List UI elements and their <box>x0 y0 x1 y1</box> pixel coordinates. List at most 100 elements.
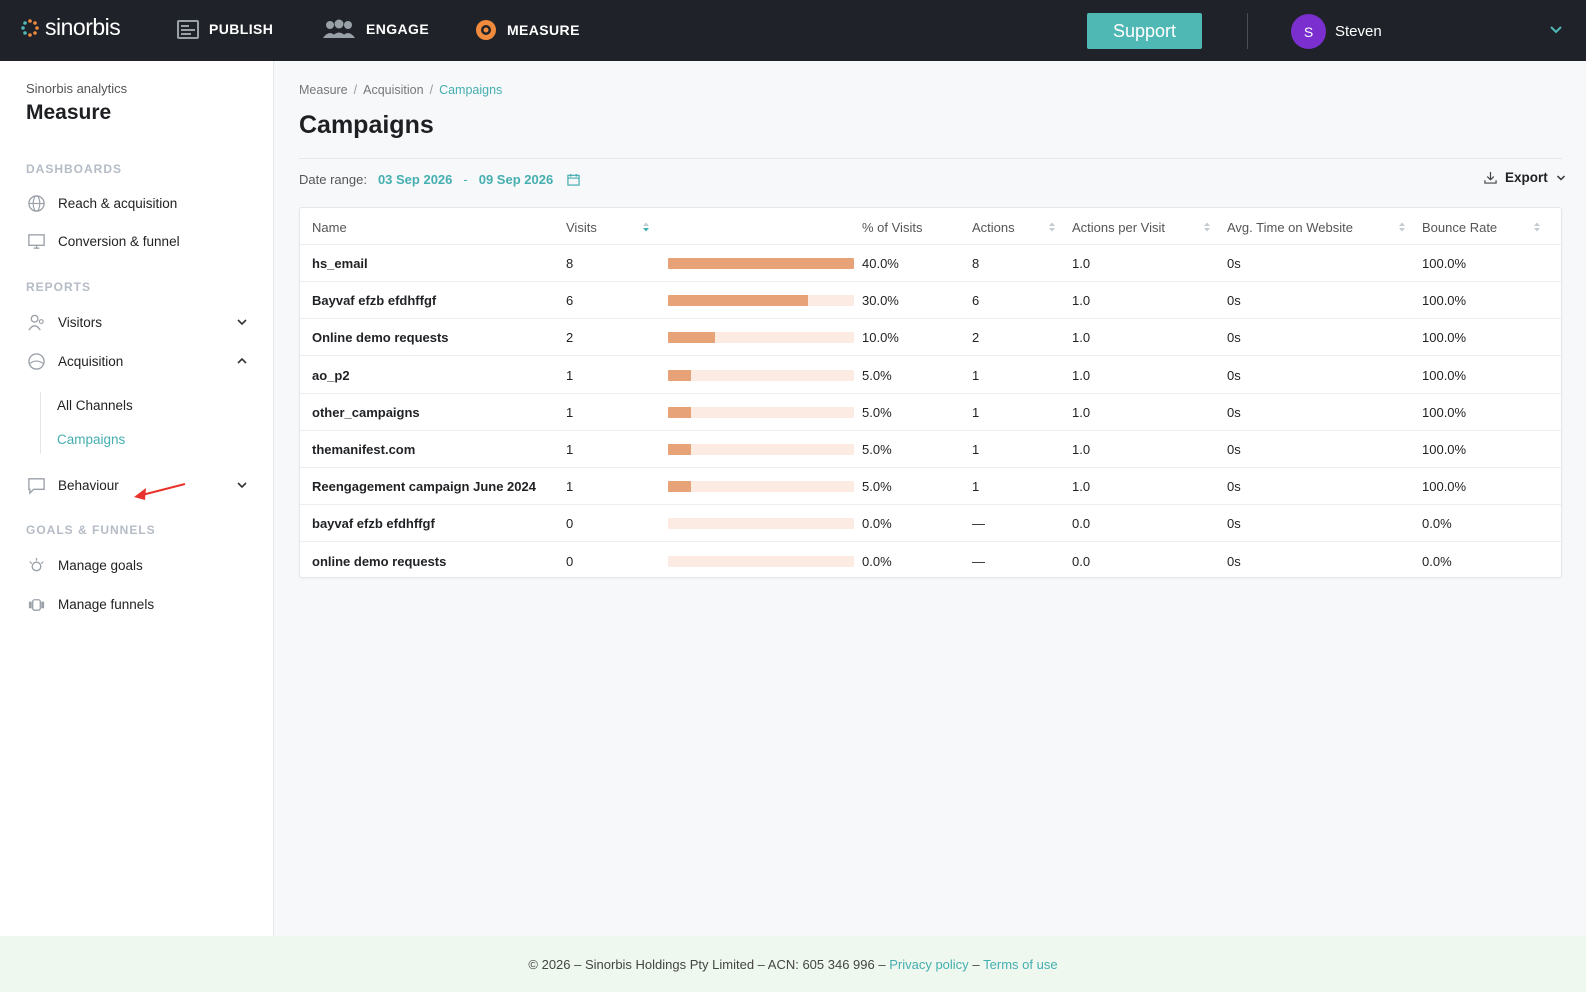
cell-visits: 0 <box>566 516 574 532</box>
col-bounce-rate[interactable]: Bounce Rate <box>1422 220 1498 235</box>
cell-visits: 1 <box>566 404 574 420</box>
col-actions-per-visit[interactable]: Actions per Visit <box>1072 220 1165 235</box>
sidebar-item-manage-goals[interactable]: Manage goals <box>26 551 248 579</box>
table-row[interactable]: online demo requests 0 0.0% — 0.0 0s 0.0% <box>300 543 1561 580</box>
cell-bounce-rate: 100.0% <box>1422 293 1467 309</box>
cell-visits: 2 <box>566 330 574 346</box>
col-actions[interactable]: Actions <box>972 220 1015 235</box>
sort-icon[interactable] <box>1048 221 1056 233</box>
cell-name: themanifest.com <box>312 442 416 457</box>
table-row[interactable]: themanifest.com 1 5.0% 1 1.0 0s 100.0% <box>300 431 1561 468</box>
sidebar-item-manage-funnels[interactable]: Manage funnels <box>26 590 248 618</box>
col-visits[interactable]: Visits <box>566 220 597 235</box>
acquisition-icon <box>26 351 46 371</box>
cell-pct-visits: 5.0% <box>862 442 892 457</box>
col-name[interactable]: Name <box>312 220 347 235</box>
cell-actions: 8 <box>972 256 980 271</box>
cell-bounce-rate: 100.0% <box>1422 404 1467 420</box>
cell-visits: 1 <box>566 367 574 383</box>
privacy-policy-link[interactable]: Privacy policy <box>889 956 969 972</box>
sidebar-item-behaviour[interactable]: Behaviour <box>26 471 248 499</box>
date-separator: - <box>463 172 468 187</box>
sidebar-item-acquisition[interactable]: Acquisition <box>26 347 248 375</box>
terms-of-use-link[interactable]: Terms of use <box>983 956 1058 972</box>
sidebar-item-all-channels[interactable]: All Channels <box>57 398 133 413</box>
download-icon <box>1484 171 1497 184</box>
engage-icon <box>323 19 355 38</box>
sort-icon[interactable] <box>1398 221 1406 233</box>
cell-actions: — <box>972 553 985 569</box>
cell-actions: 1 <box>972 479 980 495</box>
cell-actions-per-visit: 0.0 <box>1072 553 1091 569</box>
footer-copyright: © 2026 – Sinorbis Holdings Pty Limited –… <box>528 956 886 972</box>
cell-actions-per-visit: 1.0 <box>1072 367 1091 383</box>
cell-visits: 1 <box>566 442 574 457</box>
nav-engage[interactable]: ENGAGE <box>321 18 429 40</box>
visits-bar-track <box>668 444 854 455</box>
table-row[interactable]: hs_email 8 40.0% 8 1.0 0s 100.0% <box>300 245 1561 282</box>
export-button[interactable]: Export <box>1484 170 1566 185</box>
cell-actions-per-visit: 1.0 <box>1072 404 1091 420</box>
table-row[interactable]: Bayvaf efzb efdhffgf 6 30.0% 6 1.0 0s 100.0% <box>300 282 1561 320</box>
sidebar-item-visitors[interactable]: Visitors <box>26 308 248 336</box>
cell-name: Reengagement campaign June 2024 <box>312 479 536 495</box>
cell-actions: 1 <box>972 404 980 420</box>
table-row[interactable]: Online demo requests 2 10.0% 2 1.0 0s 100.0% <box>300 319 1561 357</box>
sidebar-item-campaigns[interactable]: Campaigns <box>57 432 126 447</box>
date-to[interactable]: 09 Sep 2026 <box>478 172 554 187</box>
table-row[interactable]: bayvaf efzb efdhffgf 0 0.0% — 0.0 0s 0.0% <box>300 505 1561 543</box>
cell-avg-time: 0s <box>1227 442 1241 457</box>
visitors-icon <box>26 312 46 332</box>
chevron-down-icon[interactable] <box>1548 22 1564 38</box>
cell-pct-visits: 10.0% <box>862 330 899 346</box>
visits-bar-track <box>668 481 854 493</box>
chevron-down-icon[interactable] <box>236 316 248 328</box>
nav-measure[interactable]: MEASURE <box>474 18 580 42</box>
sort-icon[interactable] <box>1203 221 1211 233</box>
sort-active-icon[interactable] <box>642 221 650 233</box>
sidebar-item-reach-acquisition[interactable]: Reach & acquisition <box>26 189 248 217</box>
visits-bar-fill <box>668 481 692 493</box>
cell-pct-visits: 5.0% <box>862 479 892 495</box>
cell-name: Bayvaf efzb efdhffgf <box>312 293 437 309</box>
visits-bar-track <box>668 518 854 530</box>
support-button[interactable]: Support <box>1087 13 1202 49</box>
red-arrow-annotation <box>134 483 186 500</box>
sinorbis-logo[interactable]: sinorbis <box>20 14 121 41</box>
sinorbis-logo-icon <box>21 18 39 37</box>
cell-avg-time: 0s <box>1227 256 1241 271</box>
date-from[interactable]: 03 Sep 2026 <box>377 172 453 187</box>
page-title: Campaigns <box>299 111 434 139</box>
publish-icon <box>177 20 199 39</box>
col-avg-time[interactable]: Avg. Time on Website <box>1227 220 1353 235</box>
sidebar: Sinorbis analytics Measure DASHBOARDS Re… <box>0 61 274 936</box>
user-name[interactable]: Steven <box>1335 23 1382 40</box>
table-row[interactable]: Reengagement campaign June 2024 1 5.0% 1 1.0… <box>300 468 1561 506</box>
chevron-down-icon[interactable] <box>236 479 248 491</box>
cell-bounce-rate: 100.0% <box>1422 479 1467 495</box>
nav-publish[interactable]: PUBLISH <box>176 18 273 40</box>
cell-name: Online demo requests <box>312 330 449 346</box>
visits-bar-track <box>668 555 854 567</box>
chevron-up-icon[interactable] <box>236 355 248 367</box>
sidebar-item-conversion-funnel[interactable]: Conversion & funnel <box>26 227 248 255</box>
sidebar-item-label: Manage funnels <box>58 596 155 612</box>
nav-measure-label: MEASURE <box>507 22 580 38</box>
cell-name: other_campaigns <box>312 404 420 420</box>
cell-name: ao_p2 <box>312 367 350 383</box>
cell-pct-visits: 0.0% <box>862 516 892 532</box>
cell-bounce-rate: 100.0% <box>1422 256 1467 271</box>
section-goals-funnels: GOALS & FUNNELS <box>26 523 156 537</box>
sort-icon[interactable] <box>1533 221 1541 233</box>
calendar-icon[interactable] <box>567 173 580 186</box>
sidebar-item-label: Visitors <box>58 314 103 330</box>
breadcrumb-acquisition[interactable]: Acquisition <box>363 83 424 97</box>
sidebar-title: Measure <box>26 101 112 124</box>
breadcrumb-measure[interactable]: Measure <box>299 83 348 97</box>
avatar[interactable]: S <box>1291 14 1326 49</box>
cell-actions-per-visit: 1.0 <box>1072 479 1091 495</box>
col-pct-visits[interactable]: % of Visits <box>862 220 923 235</box>
table-row[interactable]: ao_p2 1 5.0% 1 1.0 0s 100.0% <box>300 357 1561 394</box>
table-row[interactable]: other_campaigns 1 5.0% 1 1.0 0s 100.0% <box>300 394 1561 431</box>
visits-bar-fill <box>668 332 715 344</box>
